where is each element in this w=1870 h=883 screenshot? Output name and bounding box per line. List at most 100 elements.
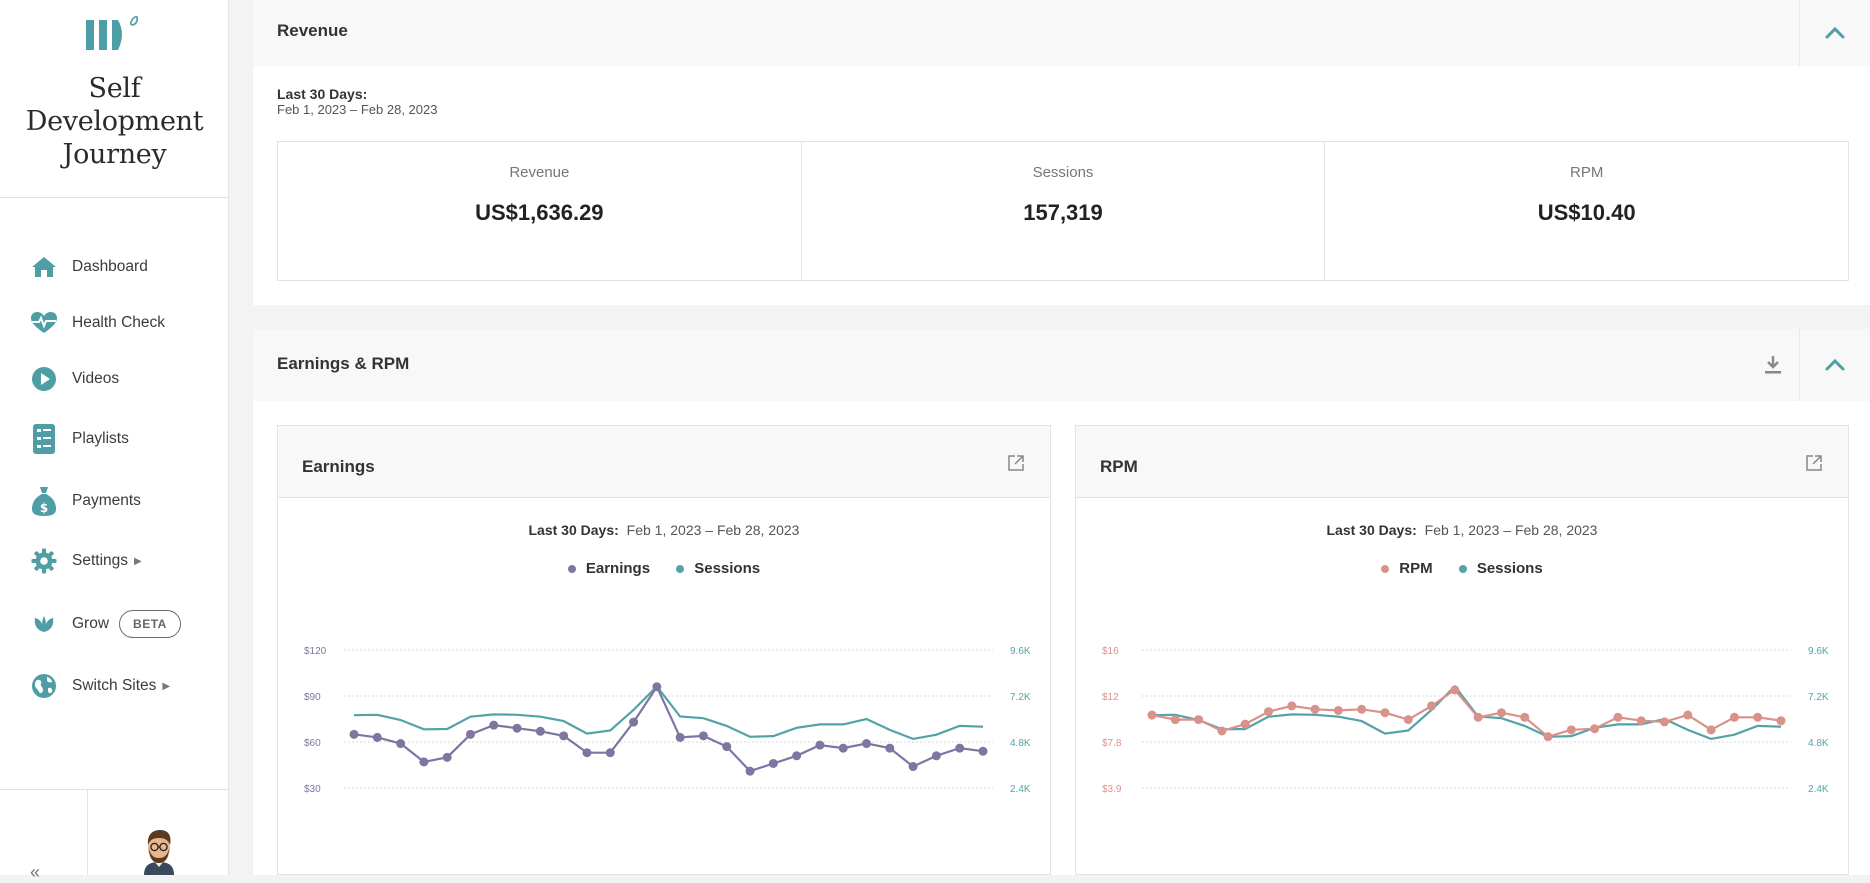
nav-item-grow[interactable]: Grow BETA — [30, 609, 181, 639]
data-point-rpm[interactable] — [1566, 725, 1576, 735]
data-point-rpm[interactable] — [1380, 708, 1390, 718]
data-point-earnings[interactable] — [652, 682, 662, 692]
nav-item-payments[interactable]: $ Payments — [30, 486, 141, 516]
nav-label: Grow — [72, 615, 110, 632]
nav-item-dashboard[interactable]: Dashboard — [30, 252, 148, 282]
data-point-rpm[interactable] — [1147, 710, 1157, 720]
data-point-earnings[interactable] — [862, 739, 872, 749]
heartbeat-icon — [30, 309, 58, 337]
data-point-earnings[interactable] — [559, 731, 569, 741]
data-point-earnings[interactable] — [605, 748, 615, 758]
data-point-earnings[interactable] — [745, 766, 755, 776]
legend-item-sessions[interactable]: Sessions — [694, 560, 761, 577]
data-point-rpm[interactable] — [1217, 726, 1227, 736]
data-point-rpm[interactable] — [1403, 715, 1413, 725]
data-point-rpm[interactable] — [1590, 724, 1600, 734]
data-point-rpm[interactable] — [1333, 705, 1343, 715]
data-point-earnings[interactable] — [792, 751, 802, 761]
data-point-earnings[interactable] — [465, 729, 475, 739]
nav-item-switch-sites[interactable]: Switch Sites ▶ — [30, 671, 170, 701]
nav-item-health-check[interactable]: Health Check — [30, 308, 165, 338]
data-point-earnings[interactable] — [442, 752, 452, 762]
earnings-rpm-card-header: Earnings & RPM — [253, 329, 1870, 401]
data-point-rpm[interactable] — [1170, 715, 1180, 725]
data-point-rpm[interactable] — [1706, 725, 1716, 735]
data-point-rpm[interactable] — [1683, 710, 1693, 720]
y-left-tick-label: $120 — [304, 646, 327, 657]
nav-item-videos[interactable]: Videos — [30, 364, 119, 394]
data-point-earnings[interactable] — [675, 732, 685, 742]
y-right-tick-label: 9.6K — [1010, 646, 1031, 657]
revenue-collapse-button[interactable] — [1799, 0, 1870, 66]
chart-legend: Earnings Sessions — [278, 560, 1050, 577]
data-point-earnings[interactable] — [955, 743, 965, 753]
period-label: Last 30 Days: — [277, 86, 368, 102]
data-point-earnings[interactable] — [931, 751, 941, 761]
data-point-rpm[interactable] — [1636, 716, 1646, 726]
legend-item-sessions[interactable]: Sessions — [1476, 560, 1543, 577]
data-point-earnings[interactable] — [815, 740, 825, 750]
data-point-earnings[interactable] — [629, 717, 639, 727]
data-point-rpm[interactable] — [1473, 712, 1483, 722]
y-right-tick-label: 7.2K — [1010, 692, 1031, 703]
nav-item-playlists[interactable]: Playlists — [30, 424, 129, 454]
leaf-icon — [30, 610, 58, 638]
user-avatar[interactable] — [138, 827, 180, 875]
data-point-rpm[interactable] — [1543, 732, 1553, 742]
data-point-earnings[interactable] — [698, 731, 708, 741]
legend-dot-rpm — [1381, 564, 1390, 573]
nav-label: Videos — [72, 370, 120, 387]
nav-item-settings[interactable]: Settings ▶ — [30, 546, 142, 576]
data-point-rpm[interactable] — [1496, 708, 1506, 718]
rpm-chart-header: RPM — [1076, 426, 1848, 498]
data-point-rpm[interactable] — [1287, 701, 1297, 711]
data-point-earnings[interactable] — [978, 746, 988, 756]
site-name[interactable]: Self Development Journey — [0, 72, 229, 171]
data-point-earnings[interactable] — [512, 723, 522, 733]
data-point-rpm[interactable] — [1520, 712, 1530, 722]
data-point-earnings[interactable] — [349, 729, 359, 739]
series-line-rpm — [1151, 688, 1782, 738]
open-external-icon[interactable] — [1805, 454, 1823, 472]
globe-icon — [30, 672, 58, 700]
data-point-rpm[interactable] — [1427, 701, 1437, 711]
open-external-icon[interactable] — [1007, 454, 1025, 472]
data-point-earnings[interactable] — [396, 739, 406, 749]
data-point-earnings[interactable] — [838, 743, 848, 753]
nav-label: Playlists — [72, 430, 129, 447]
chart-subtitle-label: Last 30 Days: — [1326, 522, 1417, 538]
earnings-rpm-collapse-button[interactable] — [1799, 329, 1870, 401]
gear-icon — [30, 547, 58, 575]
data-point-rpm[interactable] — [1240, 719, 1250, 729]
data-point-rpm[interactable] — [1194, 715, 1204, 725]
legend-item-earnings[interactable]: Earnings — [585, 560, 651, 577]
y-right-tick-label: 4.8K — [1010, 738, 1031, 749]
data-point-earnings[interactable] — [768, 758, 778, 768]
data-point-earnings[interactable] — [372, 732, 382, 742]
site-logo-icon[interactable] — [84, 14, 140, 54]
data-point-earnings[interactable] — [419, 757, 429, 767]
chart-subtitle-range: Feb 1, 2023 – Feb 28, 2023 — [1424, 522, 1598, 538]
data-point-earnings[interactable] — [535, 726, 545, 736]
data-point-rpm[interactable] — [1613, 712, 1623, 722]
data-point-rpm[interactable] — [1729, 712, 1739, 722]
money-bag-icon: $ — [30, 487, 58, 516]
data-point-rpm[interactable] — [1357, 704, 1367, 714]
y-left-tick-label: $16 — [1102, 646, 1119, 657]
data-point-earnings[interactable] — [489, 720, 499, 730]
data-point-rpm[interactable] — [1776, 716, 1786, 726]
data-point-rpm[interactable] — [1450, 685, 1460, 695]
legend-item-rpm[interactable]: RPM — [1399, 560, 1433, 577]
data-point-rpm[interactable] — [1263, 707, 1273, 717]
kpi-value: US$1,636.29 — [475, 200, 604, 225]
data-point-earnings[interactable] — [885, 743, 895, 753]
data-point-earnings[interactable] — [908, 762, 918, 772]
collapse-sidebar-button[interactable]: « — [30, 862, 41, 882]
earnings-chart-title: Earnings — [302, 457, 375, 476]
download-icon[interactable] — [1764, 355, 1782, 375]
data-point-rpm[interactable] — [1310, 704, 1320, 714]
data-point-earnings[interactable] — [722, 742, 732, 752]
data-point-earnings[interactable] — [582, 748, 592, 758]
data-point-rpm[interactable] — [1660, 717, 1670, 727]
data-point-rpm[interactable] — [1753, 712, 1763, 722]
